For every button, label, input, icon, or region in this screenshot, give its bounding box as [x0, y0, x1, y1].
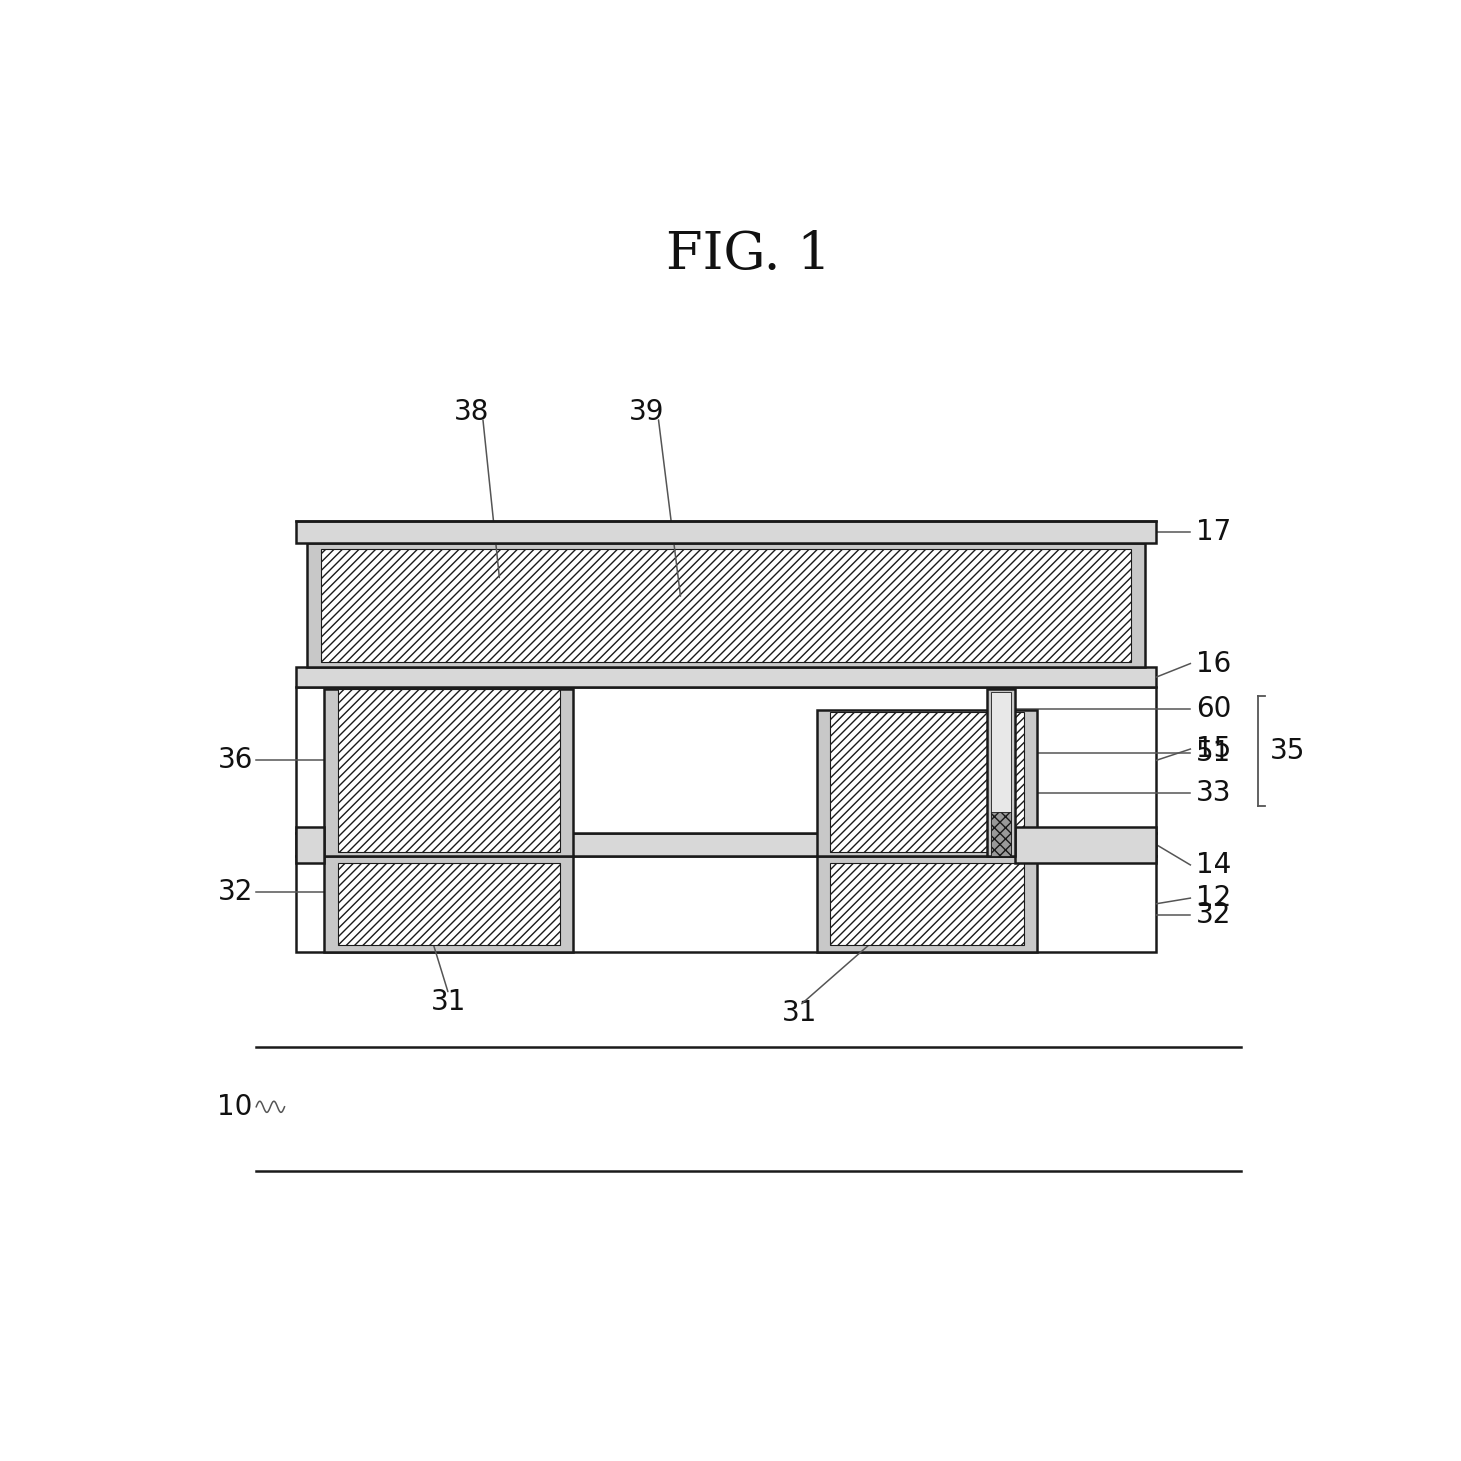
Bar: [830, 862, 1024, 945]
Bar: [321, 548, 1131, 662]
Bar: [991, 693, 1011, 853]
Text: 31: 31: [782, 999, 817, 1027]
Text: 14: 14: [1197, 850, 1232, 880]
Bar: [337, 862, 560, 945]
Bar: [817, 856, 1037, 951]
Bar: [295, 666, 1157, 687]
Text: 12: 12: [1197, 884, 1232, 912]
Text: 10: 10: [218, 1093, 253, 1121]
Bar: [295, 687, 1157, 833]
Text: 33: 33: [1197, 779, 1232, 806]
Bar: [324, 856, 573, 951]
Text: 35: 35: [1270, 736, 1305, 766]
Text: 60: 60: [1197, 695, 1232, 723]
Text: 31: 31: [431, 988, 466, 1017]
Text: 15: 15: [1197, 735, 1232, 763]
Text: 38: 38: [454, 397, 489, 425]
Bar: [991, 812, 1011, 856]
Text: 32: 32: [218, 878, 253, 906]
Bar: [817, 710, 1037, 856]
Bar: [324, 690, 573, 856]
Text: 16: 16: [1197, 650, 1232, 678]
Bar: [986, 690, 1015, 856]
Text: 51: 51: [1197, 739, 1232, 767]
Bar: [1015, 827, 1157, 862]
Text: FIG. 1: FIG. 1: [666, 228, 831, 279]
Bar: [307, 543, 1145, 666]
Text: 36: 36: [218, 747, 253, 774]
Text: 32: 32: [1197, 901, 1232, 929]
Bar: [295, 833, 1157, 856]
Text: 17: 17: [1197, 519, 1232, 546]
Bar: [337, 690, 560, 852]
Bar: [295, 827, 324, 862]
Bar: [295, 520, 1157, 543]
Bar: [295, 856, 1157, 951]
Bar: [830, 713, 1024, 852]
Text: 39: 39: [630, 397, 665, 425]
